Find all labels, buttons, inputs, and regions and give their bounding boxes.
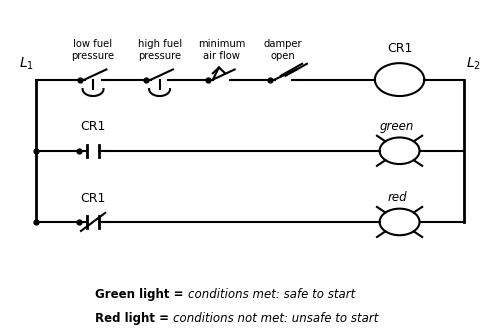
Text: $L_2$: $L_2$ [466,55,481,72]
Text: green: green [380,120,414,133]
Text: Green light =: Green light = [96,288,188,301]
Text: low fuel
pressure: low fuel pressure [71,39,115,61]
Text: CR1: CR1 [80,191,106,204]
Text: $L_1$: $L_1$ [19,55,34,72]
Text: damper
open: damper open [264,39,302,61]
Text: red: red [388,191,407,204]
Text: minimum
air flow: minimum air flow [198,39,245,61]
Text: CR1: CR1 [387,42,412,55]
Text: CR1: CR1 [80,120,106,133]
Text: high fuel
pressure: high fuel pressure [138,39,182,61]
Text: Red light =: Red light = [95,311,173,325]
Text: conditions met: safe to start: conditions met: safe to start [188,288,355,301]
Text: conditions not met: unsafe to start: conditions not met: unsafe to start [173,311,379,325]
